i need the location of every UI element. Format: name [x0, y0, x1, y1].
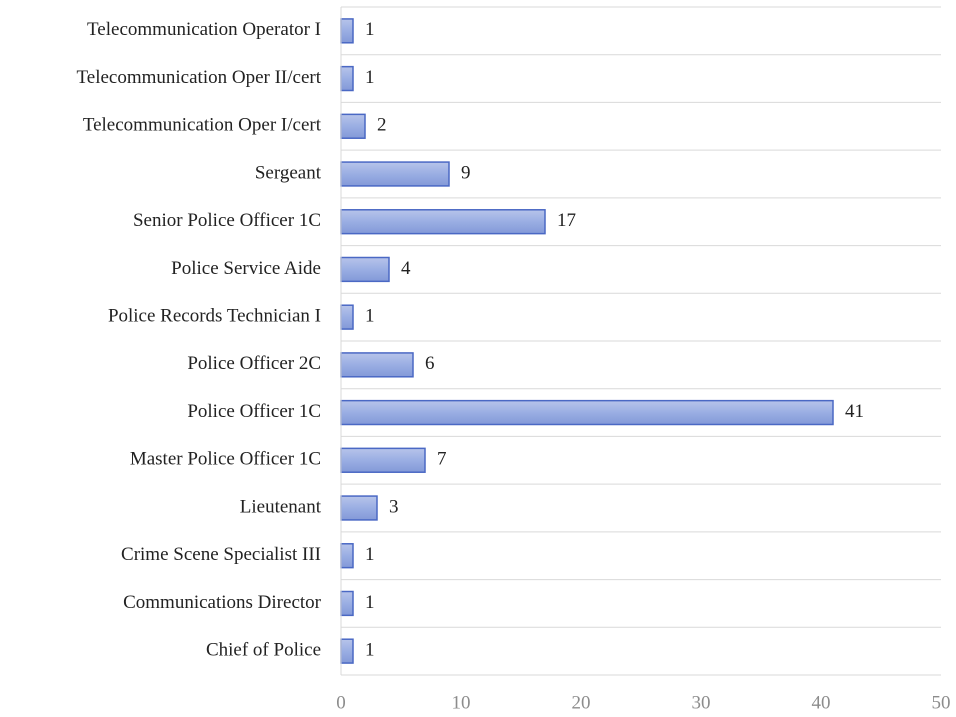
bar [340, 65, 354, 92]
data-label: 1 [365, 640, 375, 661]
data-label: 41 [845, 401, 864, 422]
bar [340, 209, 546, 235]
data-label: 4 [401, 258, 411, 279]
data-label: 1 [365, 592, 375, 613]
x-tick-label: 40 [812, 692, 831, 713]
data-label: 6 [425, 353, 435, 374]
bar [340, 638, 354, 664]
bar [340, 18, 354, 44]
bar [340, 256, 390, 283]
x-tick-label: 20 [572, 692, 591, 713]
data-label: 1 [365, 19, 375, 40]
y-tick-label: Telecommunication Oper II/cert [76, 67, 321, 88]
x-tick-label: 30 [692, 692, 711, 713]
y-tick-label: Police Service Aide [171, 258, 321, 279]
y-tick-label: Police Officer 1C [187, 401, 321, 422]
bar [340, 113, 366, 139]
y-tick-label: Police Officer 2C [187, 353, 321, 374]
y-tick-label: Communications Director [123, 592, 322, 613]
data-label: 1 [365, 67, 375, 88]
x-tick-label: 50 [932, 692, 951, 713]
bar [340, 399, 834, 426]
bar [340, 495, 378, 521]
y-tick-label: Telecommunication Operator I [87, 19, 321, 40]
data-label: 1 [365, 306, 375, 327]
y-tick-label: Master Police Officer 1C [130, 449, 321, 470]
x-tick-label: 0 [336, 692, 346, 713]
data-label: 2 [377, 115, 387, 136]
data-label: 9 [461, 162, 471, 183]
data-label: 3 [389, 496, 399, 517]
bar [340, 590, 354, 617]
data-label: 7 [437, 449, 447, 470]
y-tick-label: Police Records Technician I [108, 306, 321, 327]
y-tick-label: Chief of Police [206, 640, 321, 661]
y-tick-label: Crime Scene Specialist III [121, 544, 321, 565]
bar [340, 161, 450, 187]
bar [340, 543, 354, 569]
y-tick-label: Lieutenant [240, 496, 322, 517]
data-label: 1 [365, 544, 375, 565]
x-tick-label: 10 [452, 692, 471, 713]
bar [340, 352, 414, 378]
bar [340, 304, 354, 330]
data-label: 17 [557, 210, 576, 231]
y-tick-label: Telecommunication Oper I/cert [83, 115, 322, 136]
y-tick-label: Senior Police Officer 1C [133, 210, 321, 231]
bar [340, 447, 426, 473]
y-tick-label: Sergeant [255, 162, 322, 183]
